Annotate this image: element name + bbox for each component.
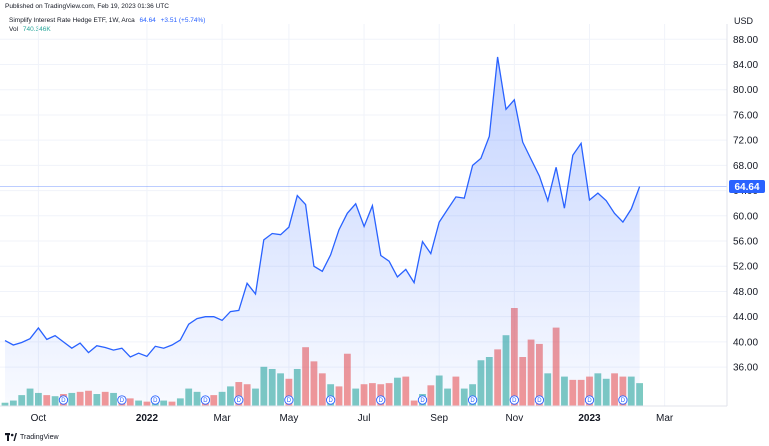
- y-tick-label: 52.00: [733, 262, 758, 273]
- dividend-marker[interactable]: [534, 395, 545, 405]
- dividend-marker-label: D: [537, 398, 542, 404]
- dividend-marker[interactable]: [376, 395, 386, 405]
- y-tick-label: 76.00: [733, 110, 758, 121]
- dividend-marker[interactable]: [117, 395, 127, 405]
- y-tick-label: 56.00: [733, 237, 758, 248]
- dividend-marker-label: D: [153, 398, 158, 404]
- x-tick-label: Nov: [505, 413, 523, 424]
- dividend-marker-label: D: [328, 398, 333, 404]
- dividend-marker[interactable]: [584, 395, 595, 405]
- dividend-marker-label: D: [203, 398, 208, 404]
- y-tick-label: 48.00: [733, 287, 758, 298]
- dividend-marker-label: D: [621, 398, 626, 404]
- volume-label: Vol: [9, 26, 19, 33]
- y-tick-label: 72.00: [733, 136, 758, 147]
- last-price-badge-text: 64.64: [734, 182, 759, 193]
- price-line: [4, 56, 641, 358]
- x-tick-label: May: [279, 413, 298, 424]
- volume-value: 740.346K: [22, 26, 51, 33]
- y-tick-label: 36.00: [733, 363, 758, 374]
- published-note: Published on TradingView.com, Feb 19, 20…: [5, 3, 169, 10]
- dividend-marker-label: D: [470, 398, 475, 404]
- y-tick-label: 88.00: [733, 35, 758, 46]
- last-price-badge: 64.64: [729, 180, 765, 194]
- dividend-marker-label: D: [237, 398, 242, 404]
- legend-line-2: Vol 740.346K: [9, 25, 205, 34]
- dividend-marker-label: D: [420, 398, 425, 404]
- x-tick-label: 2022: [136, 413, 159, 424]
- instrument-name: Simplify Interest Rate Hedge ETF, 1W, Ar…: [9, 17, 135, 24]
- dividend-marker[interactable]: [200, 395, 211, 405]
- dividend-marker[interactable]: [150, 395, 160, 405]
- y-tick-label: 68.00: [733, 161, 758, 172]
- y-tick-label: 60.00: [733, 211, 758, 222]
- x-tick-label: Sep: [430, 413, 448, 424]
- dividend-marker[interactable]: [58, 395, 69, 405]
- price-axis: 36.0040.0044.0048.0052.0056.0060.0064.00…: [733, 35, 758, 374]
- last-price: 64.64: [139, 17, 156, 24]
- dividend-marker-label: D: [587, 398, 592, 404]
- x-tick-label: Mar: [213, 413, 231, 424]
- time-axis: Oct 2022 Mar May Jul Sep Nov 2023 Mar: [31, 413, 674, 424]
- dividend-marker[interactable]: [467, 395, 478, 405]
- dividend-marker[interactable]: [417, 395, 428, 405]
- x-tick-label: Mar: [656, 413, 674, 424]
- x-tick-label: 2023: [578, 413, 601, 424]
- price-change: +3.51 (+5.74%): [160, 17, 206, 24]
- dividend-marker-label: D: [379, 398, 384, 404]
- currency-label: USD: [734, 16, 754, 26]
- price-area: [5, 57, 640, 406]
- dividend-marker[interactable]: [325, 395, 336, 405]
- dividend-marker-label: D: [512, 398, 517, 404]
- dividend-marker[interactable]: [234, 395, 244, 405]
- dividend-marker[interactable]: [284, 395, 294, 405]
- last-price-badge-bg: [729, 180, 765, 194]
- dividend-marker-label: D: [287, 398, 292, 404]
- legend-line-1: Simplify Interest Rate Hedge ETF, 1W, Ar…: [9, 16, 205, 25]
- x-tick-label: Jul: [358, 413, 371, 424]
- y-tick-label: 80.00: [733, 85, 758, 96]
- footer-brand-text: TradingView: [20, 433, 59, 441]
- y-tick-label: 44.00: [733, 312, 758, 323]
- footer-brand: TradingView: [5, 433, 59, 441]
- dividend-marker-label: D: [61, 398, 66, 404]
- dividend-marker-label: D: [120, 398, 125, 404]
- dividend-marker[interactable]: [618, 395, 628, 405]
- chart-legend: Simplify Interest Rate Hedge ETF, 1W, Ar…: [9, 16, 205, 34]
- y-tick-label: 84.00: [733, 60, 758, 71]
- tradingview-logo-icon: [5, 433, 17, 441]
- x-tick-label: Oct: [31, 413, 47, 424]
- dividend-marker[interactable]: [509, 395, 519, 405]
- y-tick-label: 40.00: [733, 337, 758, 348]
